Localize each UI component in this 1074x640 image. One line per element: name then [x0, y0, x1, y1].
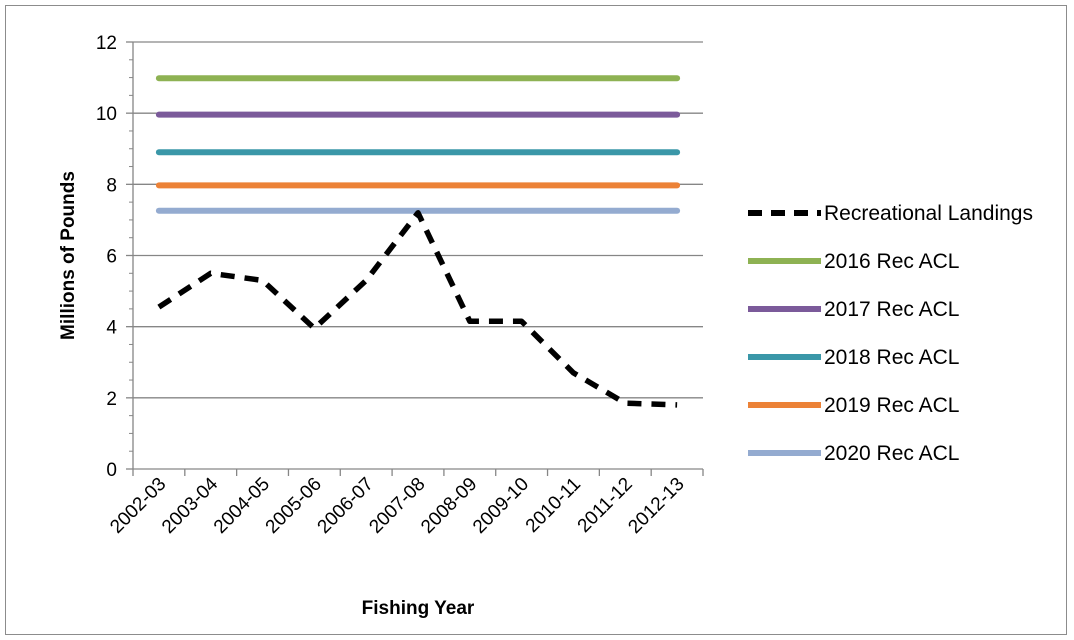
y-axis-title: Millions of Pounds — [58, 171, 79, 340]
x-tick-label: 2009-10 — [469, 474, 533, 538]
series-line-recreational-landings — [157, 210, 678, 408]
legend-label: 2018 Rec ACL — [824, 346, 959, 369]
y-tick-label: 0 — [106, 460, 117, 481]
legend-label: 2017 Rec ACL — [824, 298, 959, 321]
y-tick-label: 6 — [106, 247, 117, 268]
x-tick-label: 2004-05 — [210, 474, 274, 538]
x-tick-label: 2007-08 — [365, 474, 429, 538]
legend-label: 2016 Rec ACL — [824, 250, 959, 273]
y-tick-label: 2 — [106, 389, 117, 410]
y-tick-label: 8 — [106, 175, 117, 196]
legend-label: Recreational Landings — [824, 202, 1033, 225]
y-tick-label: 12 — [96, 33, 117, 54]
legend-label: 2019 Rec ACL — [824, 394, 959, 417]
line-chart: 0246810122002-032003-042004-052005-06200… — [58, 33, 1033, 619]
x-axis-title: Fishing Year — [362, 598, 475, 619]
series-lines — [155, 75, 681, 408]
x-tick-label: 2011-12 — [574, 474, 637, 537]
x-tick-label: 2003-04 — [158, 473, 222, 537]
chart-frame: 0 2 4 6 8 10 12 2002-03 2003-04 2004-05 2005-06 200… — [5, 5, 1067, 635]
legend-label: 2020 Rec ACL — [824, 442, 959, 465]
x-tick-label: 2012-13 — [624, 474, 688, 538]
x-tick-label: 2005-06 — [262, 474, 326, 538]
axes: 0246810122002-032003-042004-052005-06200… — [96, 33, 704, 538]
grid-lines — [133, 41, 703, 399]
x-tick-label: 2010-11 — [522, 474, 585, 537]
x-tick-label: 2008-09 — [417, 474, 481, 538]
y-tick-label: 4 — [106, 318, 117, 339]
y-tick-label: 10 — [96, 104, 117, 125]
x-tick-label: 2002-03 — [106, 474, 170, 538]
x-tick-label: 2006-07 — [314, 474, 378, 538]
legend: Recreational Landings 2016 Rec ACL 2017 Re… — [748, 202, 1033, 465]
